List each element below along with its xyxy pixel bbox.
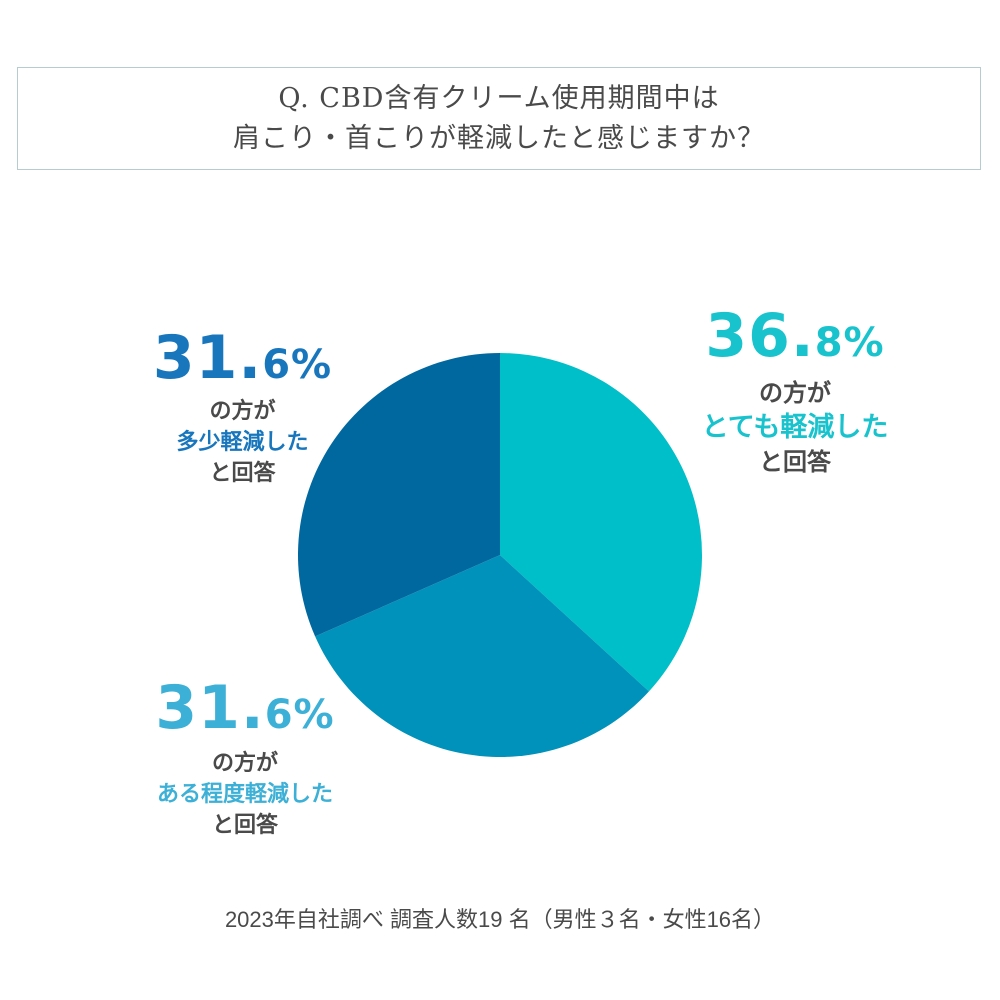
question-line-1: Q. CBD含有クリーム使用期間中は	[278, 82, 720, 114]
survey-footnote: 2023年自社調べ 調査人数19 名（男性３名・女性16名）	[224, 907, 776, 932]
label-line-2: 多少軽減した	[176, 430, 309, 455]
label-line-3: と回答	[211, 813, 278, 838]
label-line-1: の方が	[209, 399, 276, 424]
pie-slice-very-reduced	[500, 352, 703, 692]
slice-percent: 31.6%	[152, 323, 333, 393]
question-line-2: 肩こり・首こりが軽減したと感じますか？	[233, 122, 765, 154]
label-line-1: の方が	[211, 751, 278, 776]
pie-slice-somewhat-reduced	[315, 555, 649, 758]
slice-label-very-reduced: 36.8% の方が とても軽減した と回答	[670, 306, 920, 478]
label-line-2: ある程度軽減した	[156, 782, 333, 807]
label-line-3: と回答	[759, 448, 831, 476]
slice-percent: 36.8%	[705, 301, 885, 371]
percent-integer: 31	[152, 323, 239, 393]
label-line-3: と回答	[209, 461, 276, 486]
slice-label-somewhat-reduced: 31.6% の方が ある程度軽減した と回答	[115, 678, 375, 841]
percent-integer: 36	[705, 301, 791, 371]
slice-percent: 31.6%	[155, 673, 335, 743]
percent-decimal: 6%	[264, 692, 335, 738]
percent-decimal: 6%	[262, 342, 333, 388]
question-title-box: Q. CBD含有クリーム使用期間中は 肩こり・首こりが軽減したと感じますか？	[17, 67, 981, 170]
label-line-1: の方が	[759, 379, 831, 407]
label-line-2: とても軽減した	[701, 412, 889, 443]
slice-label-slightly-reduced: 31.6% の方が 多少軽減した と回答	[120, 328, 365, 489]
pie-slice-slightly-reduced	[298, 353, 500, 637]
percent-integer: 31	[155, 673, 241, 743]
percent-decimal: 8%	[814, 320, 885, 366]
